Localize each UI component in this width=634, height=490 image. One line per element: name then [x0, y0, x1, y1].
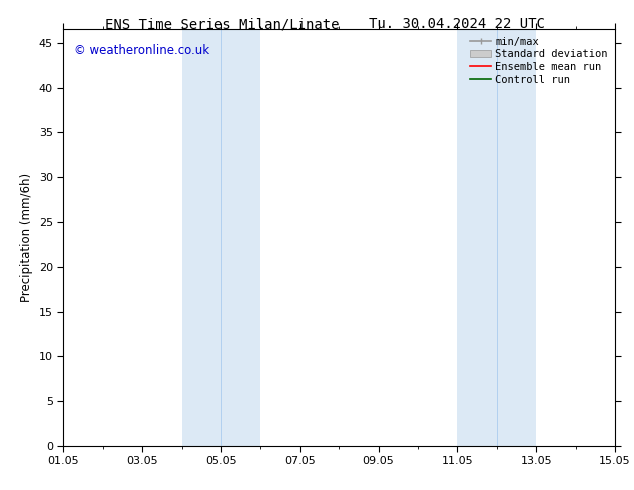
Text: Tu. 30.04.2024 22 UTC: Tu. 30.04.2024 22 UTC [368, 17, 545, 31]
Y-axis label: Precipitation (mm/6h): Precipitation (mm/6h) [20, 173, 34, 302]
Bar [181, 29, 261, 446]
Bar [457, 29, 536, 446]
Legend: min/max, Standard deviation, Ensemble mean run, Controll run: min/max, Standard deviation, Ensemble me… [468, 35, 610, 87]
Text: ENS Time Series Milan/Linate: ENS Time Series Milan/Linate [105, 17, 339, 31]
Text: © weatheronline.co.uk: © weatheronline.co.uk [74, 44, 210, 57]
